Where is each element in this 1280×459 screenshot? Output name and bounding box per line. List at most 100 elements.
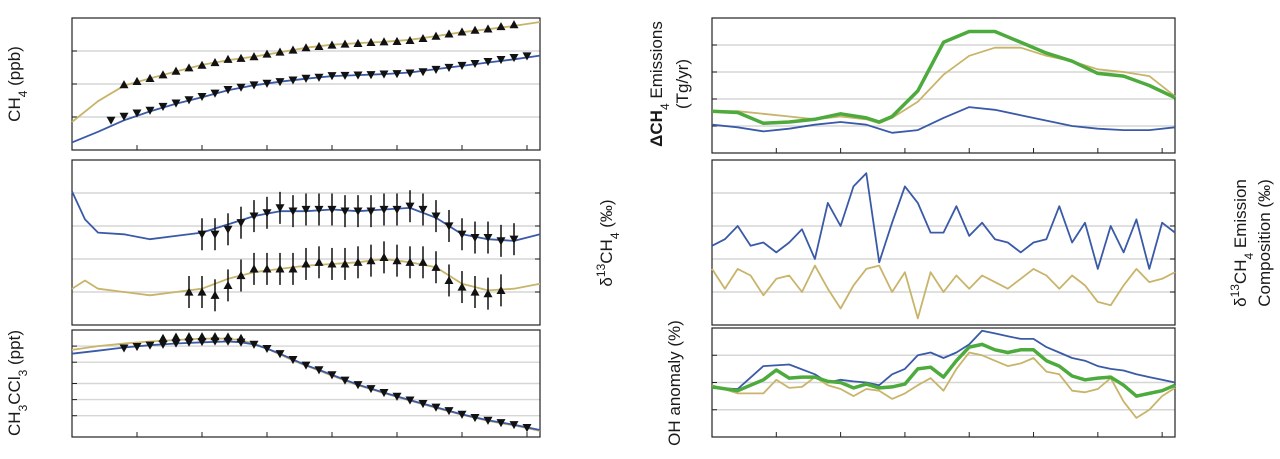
obs-marker bbox=[340, 39, 350, 48]
obs-marker bbox=[353, 38, 363, 48]
obs-marker bbox=[457, 230, 467, 239]
ylabel-composition-2: Composition (‰) bbox=[1255, 179, 1274, 307]
obs-marker bbox=[392, 36, 402, 46]
obs-marker bbox=[132, 342, 142, 352]
obs-marker bbox=[158, 102, 168, 111]
obs-marker bbox=[340, 376, 350, 385]
obs-marker bbox=[496, 22, 506, 31]
obs-marker bbox=[288, 45, 298, 54]
obs-marker bbox=[132, 109, 142, 118]
obs-marker bbox=[405, 257, 415, 266]
series-line-southern-hemisphere bbox=[71, 54, 541, 144]
obs-marker bbox=[236, 271, 246, 280]
obs-marker bbox=[483, 233, 493, 243]
obs-marker bbox=[327, 371, 337, 380]
obs-marker bbox=[184, 96, 194, 105]
obs-marker bbox=[314, 205, 324, 214]
obs-marker bbox=[509, 235, 519, 244]
obs-marker bbox=[392, 205, 402, 214]
obs-marker bbox=[340, 259, 350, 268]
obs-marker bbox=[431, 403, 441, 412]
obs-marker bbox=[119, 344, 129, 353]
obs-marker bbox=[483, 57, 493, 67]
panel-comp bbox=[711, 159, 1176, 326]
obs-marker bbox=[496, 237, 506, 246]
obs-marker bbox=[327, 72, 337, 81]
obs-marker bbox=[392, 392, 402, 401]
obs-marker bbox=[223, 280, 233, 289]
obs-marker bbox=[210, 58, 220, 67]
obs-marker bbox=[301, 74, 311, 83]
obs-marker bbox=[392, 256, 402, 265]
series-line-northern-hemisphere bbox=[71, 21, 541, 123]
obs-marker bbox=[275, 78, 285, 87]
obs-marker bbox=[275, 47, 285, 56]
obs-marker bbox=[483, 24, 493, 33]
obs-marker bbox=[171, 99, 181, 108]
obs-marker bbox=[379, 205, 389, 214]
series-line-global bbox=[711, 29, 1176, 126]
obs-marker bbox=[301, 43, 311, 52]
obs-marker bbox=[262, 264, 272, 273]
obs-marker bbox=[210, 290, 220, 299]
obs-marker bbox=[522, 52, 532, 61]
obs-marker bbox=[288, 264, 298, 273]
obs-marker bbox=[431, 212, 441, 221]
obs-marker bbox=[236, 53, 246, 62]
obs-marker bbox=[223, 337, 233, 346]
obs-marker bbox=[249, 264, 259, 273]
series-line-southern-hemisphere bbox=[711, 106, 1176, 134]
obs-marker bbox=[249, 52, 259, 61]
obs-marker bbox=[470, 233, 480, 243]
panel-emis bbox=[711, 17, 1176, 154]
obs-marker bbox=[301, 205, 311, 214]
series-line-southern-hemisphere bbox=[711, 329, 1176, 390]
axes-frame bbox=[711, 159, 1176, 326]
obs-marker bbox=[418, 33, 428, 43]
series-line-northern-hemisphere bbox=[711, 264, 1176, 320]
obs-marker bbox=[288, 207, 298, 216]
obs-marker bbox=[405, 396, 415, 405]
obs-marker bbox=[470, 287, 480, 296]
obs-marker bbox=[262, 209, 272, 218]
obs-marker bbox=[145, 73, 155, 82]
obs-marker bbox=[249, 212, 259, 221]
obs-marker bbox=[483, 416, 493, 425]
obs-marker bbox=[353, 381, 363, 390]
obs-marker bbox=[340, 71, 350, 80]
obs-marker bbox=[457, 282, 467, 291]
obs-marker bbox=[223, 225, 233, 234]
obs-marker bbox=[327, 40, 337, 49]
obs-marker bbox=[405, 69, 415, 78]
obs-marker bbox=[431, 65, 441, 74]
obs-marker bbox=[444, 63, 454, 72]
obs-marker bbox=[418, 68, 428, 77]
obs-marker bbox=[444, 29, 454, 38]
obs-marker bbox=[444, 407, 454, 416]
obs-marker bbox=[197, 338, 207, 347]
obs-marker bbox=[314, 257, 324, 266]
obs-marker bbox=[340, 207, 350, 216]
obs-marker bbox=[301, 361, 311, 370]
panel-mcf bbox=[71, 329, 541, 438]
ylabel-emissions: ΔCH4 Emissions bbox=[647, 21, 672, 147]
obs-marker bbox=[262, 49, 272, 58]
obs-marker bbox=[379, 70, 389, 79]
obs-marker bbox=[392, 70, 402, 79]
obs-marker bbox=[210, 230, 220, 239]
obs-marker bbox=[223, 54, 233, 63]
obs-marker bbox=[379, 252, 389, 261]
obs-marker bbox=[210, 337, 220, 346]
obs-marker bbox=[184, 63, 194, 72]
panel-d13c bbox=[71, 159, 541, 326]
obs-marker bbox=[275, 264, 285, 273]
obs-marker bbox=[444, 222, 454, 231]
obs-marker bbox=[288, 76, 298, 85]
obs-marker bbox=[496, 285, 506, 294]
obs-marker bbox=[509, 54, 519, 63]
ylabel-ch4: CH4 (ppb) bbox=[5, 46, 30, 122]
axes-frame bbox=[711, 17, 1176, 154]
obs-marker bbox=[275, 350, 285, 359]
obs-marker bbox=[197, 60, 207, 69]
series-line-northern-hemisphere bbox=[712, 46, 1176, 125]
